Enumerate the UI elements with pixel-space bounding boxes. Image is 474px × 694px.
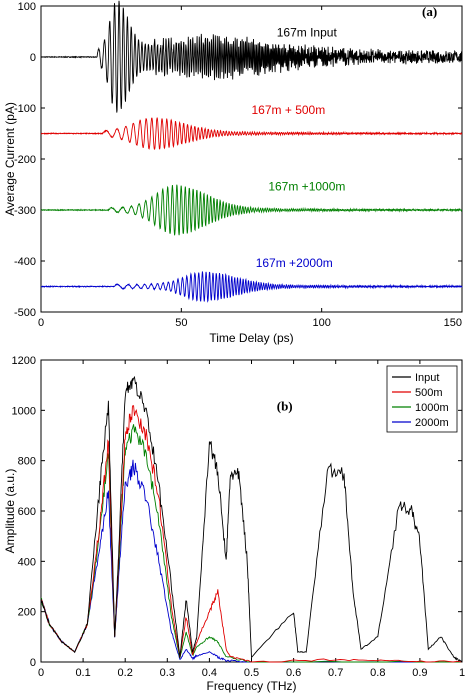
y-tick-label: 1000 (12, 405, 36, 417)
x-tick-label: 50 (175, 317, 187, 329)
x-tick-label: 0.7 (328, 667, 343, 679)
x-tick-label: 0 (38, 317, 44, 329)
panel-b-label: (b) (277, 398, 293, 413)
series-line-167m-1000m (40, 184, 463, 236)
series-line-input (40, 375, 463, 663)
legend-entry-1000m: 1000m (415, 402, 449, 414)
y-tick-label: -400 (14, 256, 36, 268)
x-tick-label: 150 (444, 317, 462, 329)
y-tick-label: -500 (14, 307, 36, 319)
x-tick-label: 0 (38, 667, 44, 679)
panel-a-y-axis-label: Average Current (pA) (3, 102, 17, 216)
y-tick-label: 400 (18, 556, 36, 568)
panel-a-x-axis-label: Time Delay (ps) (209, 331, 293, 345)
y-tick-label: 0 (30, 52, 36, 64)
y-tick-label: 1200 (12, 355, 36, 367)
y-tick-label: -200 (14, 154, 36, 166)
panel-a-label: (a) (422, 4, 437, 19)
series-label-167m-1000m: 167m +1000m (268, 180, 345, 194)
series-label-167m-2000m: 167m +2000m (256, 256, 333, 270)
x-tick-label: 1 (459, 667, 465, 679)
x-tick-label: 0.5 (244, 667, 259, 679)
series-line-500m (41, 405, 463, 663)
panel-b-chart: 1200 1000 800 600 400 200 0 0 0.1 0.2 0.3 0.4 0.5 0.… (3, 355, 465, 693)
panel-b-legend: Input 500m 1000m 2000m (386, 365, 458, 433)
x-tick-label: 0.6 (286, 667, 301, 679)
y-tick-label: -100 (14, 103, 36, 115)
x-tick-label: 0.1 (75, 667, 90, 679)
series-line-1000m (40, 424, 462, 663)
y-tick-label: 800 (18, 456, 36, 468)
series-line-167m-input (40, 0, 463, 113)
y-tick-label: 200 (18, 607, 36, 619)
legend-entry-500m: 500m (415, 387, 443, 399)
y-tick-label: -300 (14, 205, 36, 217)
x-tick-label: 0.3 (160, 667, 175, 679)
series-label-167m-input: 167m Input (277, 26, 338, 40)
series-label-167m-500m: 167m + 500m (252, 103, 326, 117)
legend-entry-2000m: 2000m (415, 417, 449, 429)
panel-a-chart: 100 0 -100 -200 -300 -400 -500 0 50 100 150 167m … (3, 0, 463, 345)
x-tick-label: 0.4 (202, 667, 217, 679)
panel-b-y-axis-label: Amplitude (a.u.) (3, 469, 17, 554)
y-tick-label: 600 (18, 506, 36, 518)
y-tick-label: 100 (18, 1, 36, 13)
series-line-167m-2000m (40, 271, 463, 303)
x-tick-label: 0.8 (370, 667, 385, 679)
series-line-167m-500m (40, 117, 463, 150)
x-tick-label: 0.2 (118, 667, 133, 679)
legend-entry-input: Input (415, 372, 439, 384)
panel-b-x-axis-label: Frequency (THz) (206, 679, 296, 693)
x-tick-label: 0.9 (412, 667, 427, 679)
x-tick-label: 100 (312, 317, 330, 329)
y-tick-label: 0 (30, 657, 36, 669)
